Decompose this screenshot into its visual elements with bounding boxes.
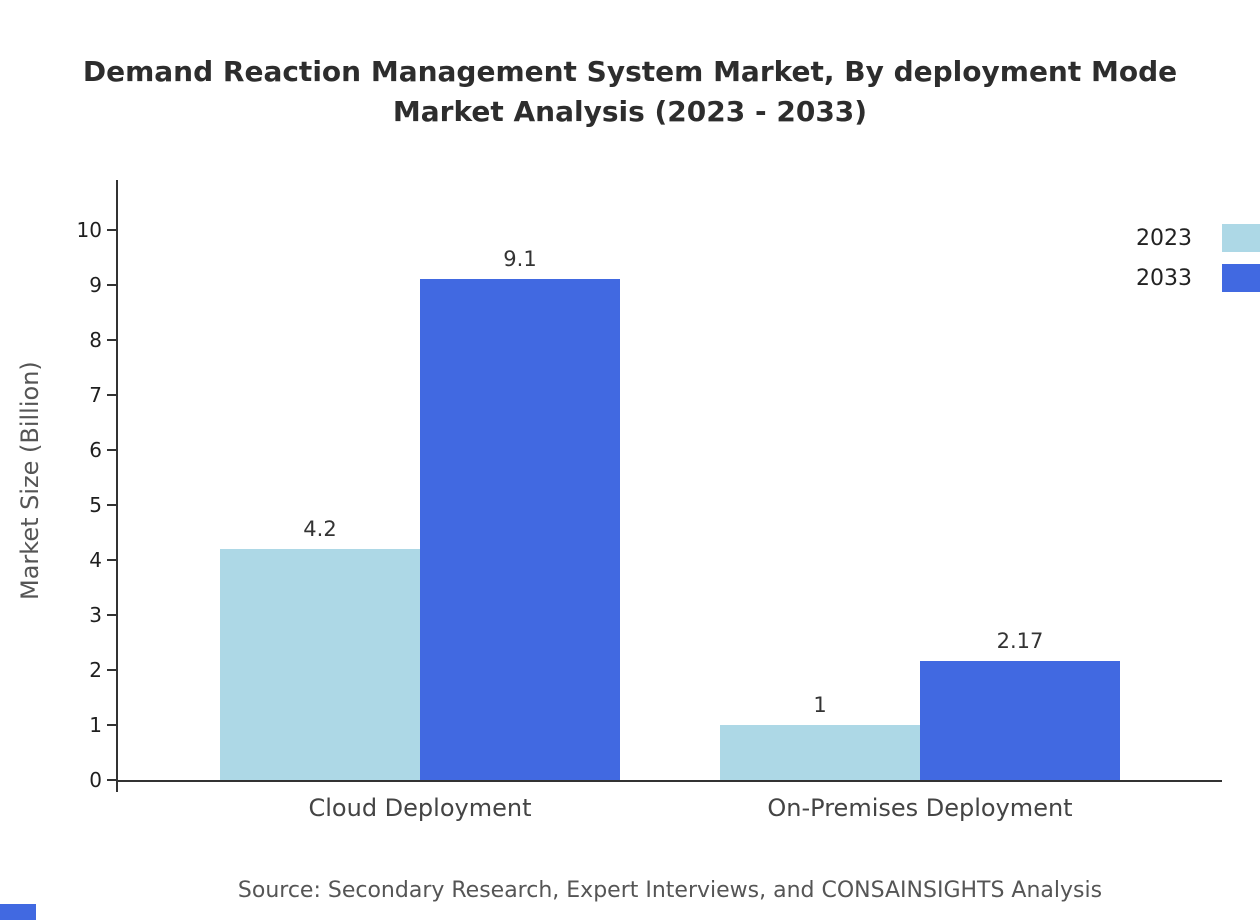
y-tick-label-2: 2 [89,658,102,682]
y-tick-mark-10 [107,229,117,231]
y-tick-label-3: 3 [89,603,102,627]
legend-label-2033: 2033 [1136,265,1192,291]
chart-title-line2: Market Analysis (2023 - 2033) [392,95,868,128]
y-tick-label-8: 8 [89,328,102,352]
bar-2033-category-1 [920,661,1120,780]
y-tick-label-9: 9 [89,273,102,297]
y-tick-label-0: 0 [89,768,102,792]
y-tick-mark-2 [107,669,117,671]
legend: 2023 2033 [1136,218,1260,298]
y-tick-mark-7 [107,394,117,396]
y-tick-mark-3 [107,614,117,616]
y-axis-title: Market Size (Billion) [16,361,44,600]
legend-swatch-2023 [1222,224,1260,252]
x-axis-line [116,780,1222,782]
y-tick-label-5: 5 [89,493,102,517]
y-tick-mark-6 [107,449,117,451]
x-category-label-1: On-Premises Deployment [767,794,1073,822]
corner-accent [0,904,36,920]
bar-2033-category-0 [420,279,620,780]
y-tick-label-10: 10 [76,218,102,242]
bar-value-label-2033-category-0: 9.1 [503,247,537,271]
chart-title-line1: Demand Reaction Management System Market… [82,55,1178,88]
y-tick-mark-4 [107,559,117,561]
y-tick-mark-5 [107,504,117,506]
y-tick-mark-8 [107,339,117,341]
y-tick-label-6: 6 [89,438,102,462]
y-tick-mark-1 [107,724,117,726]
bar-value-label-2033-category-1: 2.17 [996,629,1044,653]
chart-title: Demand Reaction Management System Market… [0,52,1260,132]
y-axis-line [116,180,118,792]
legend-label-2023: 2023 [1136,225,1192,251]
bar-value-label-2023-category-1: 1 [813,693,827,717]
source-note: Source: Secondary Research, Expert Inter… [237,878,1103,903]
legend-item-2033: 2033 [1136,258,1260,298]
legend-item-2023: 2023 [1136,218,1260,258]
x-category-label-0: Cloud Deployment [308,794,532,822]
legend-swatch-2033 [1222,264,1260,292]
y-tick-label-7: 7 [89,383,102,407]
y-tick-label-1: 1 [89,713,102,737]
y-tick-mark-0 [107,779,117,781]
bar-value-label-2023-category-0: 4.2 [303,517,337,541]
plot-area: 0 1 2 3 4 5 6 7 8 9 10 4.2 9.1 Cloud Deployment 1 2.17… [77,180,1222,822]
y-tick-label-4: 4 [89,548,102,572]
y-tick-mark-9 [107,284,117,286]
bar-2023-category-1 [720,725,920,780]
bar-2023-category-0 [220,549,420,780]
